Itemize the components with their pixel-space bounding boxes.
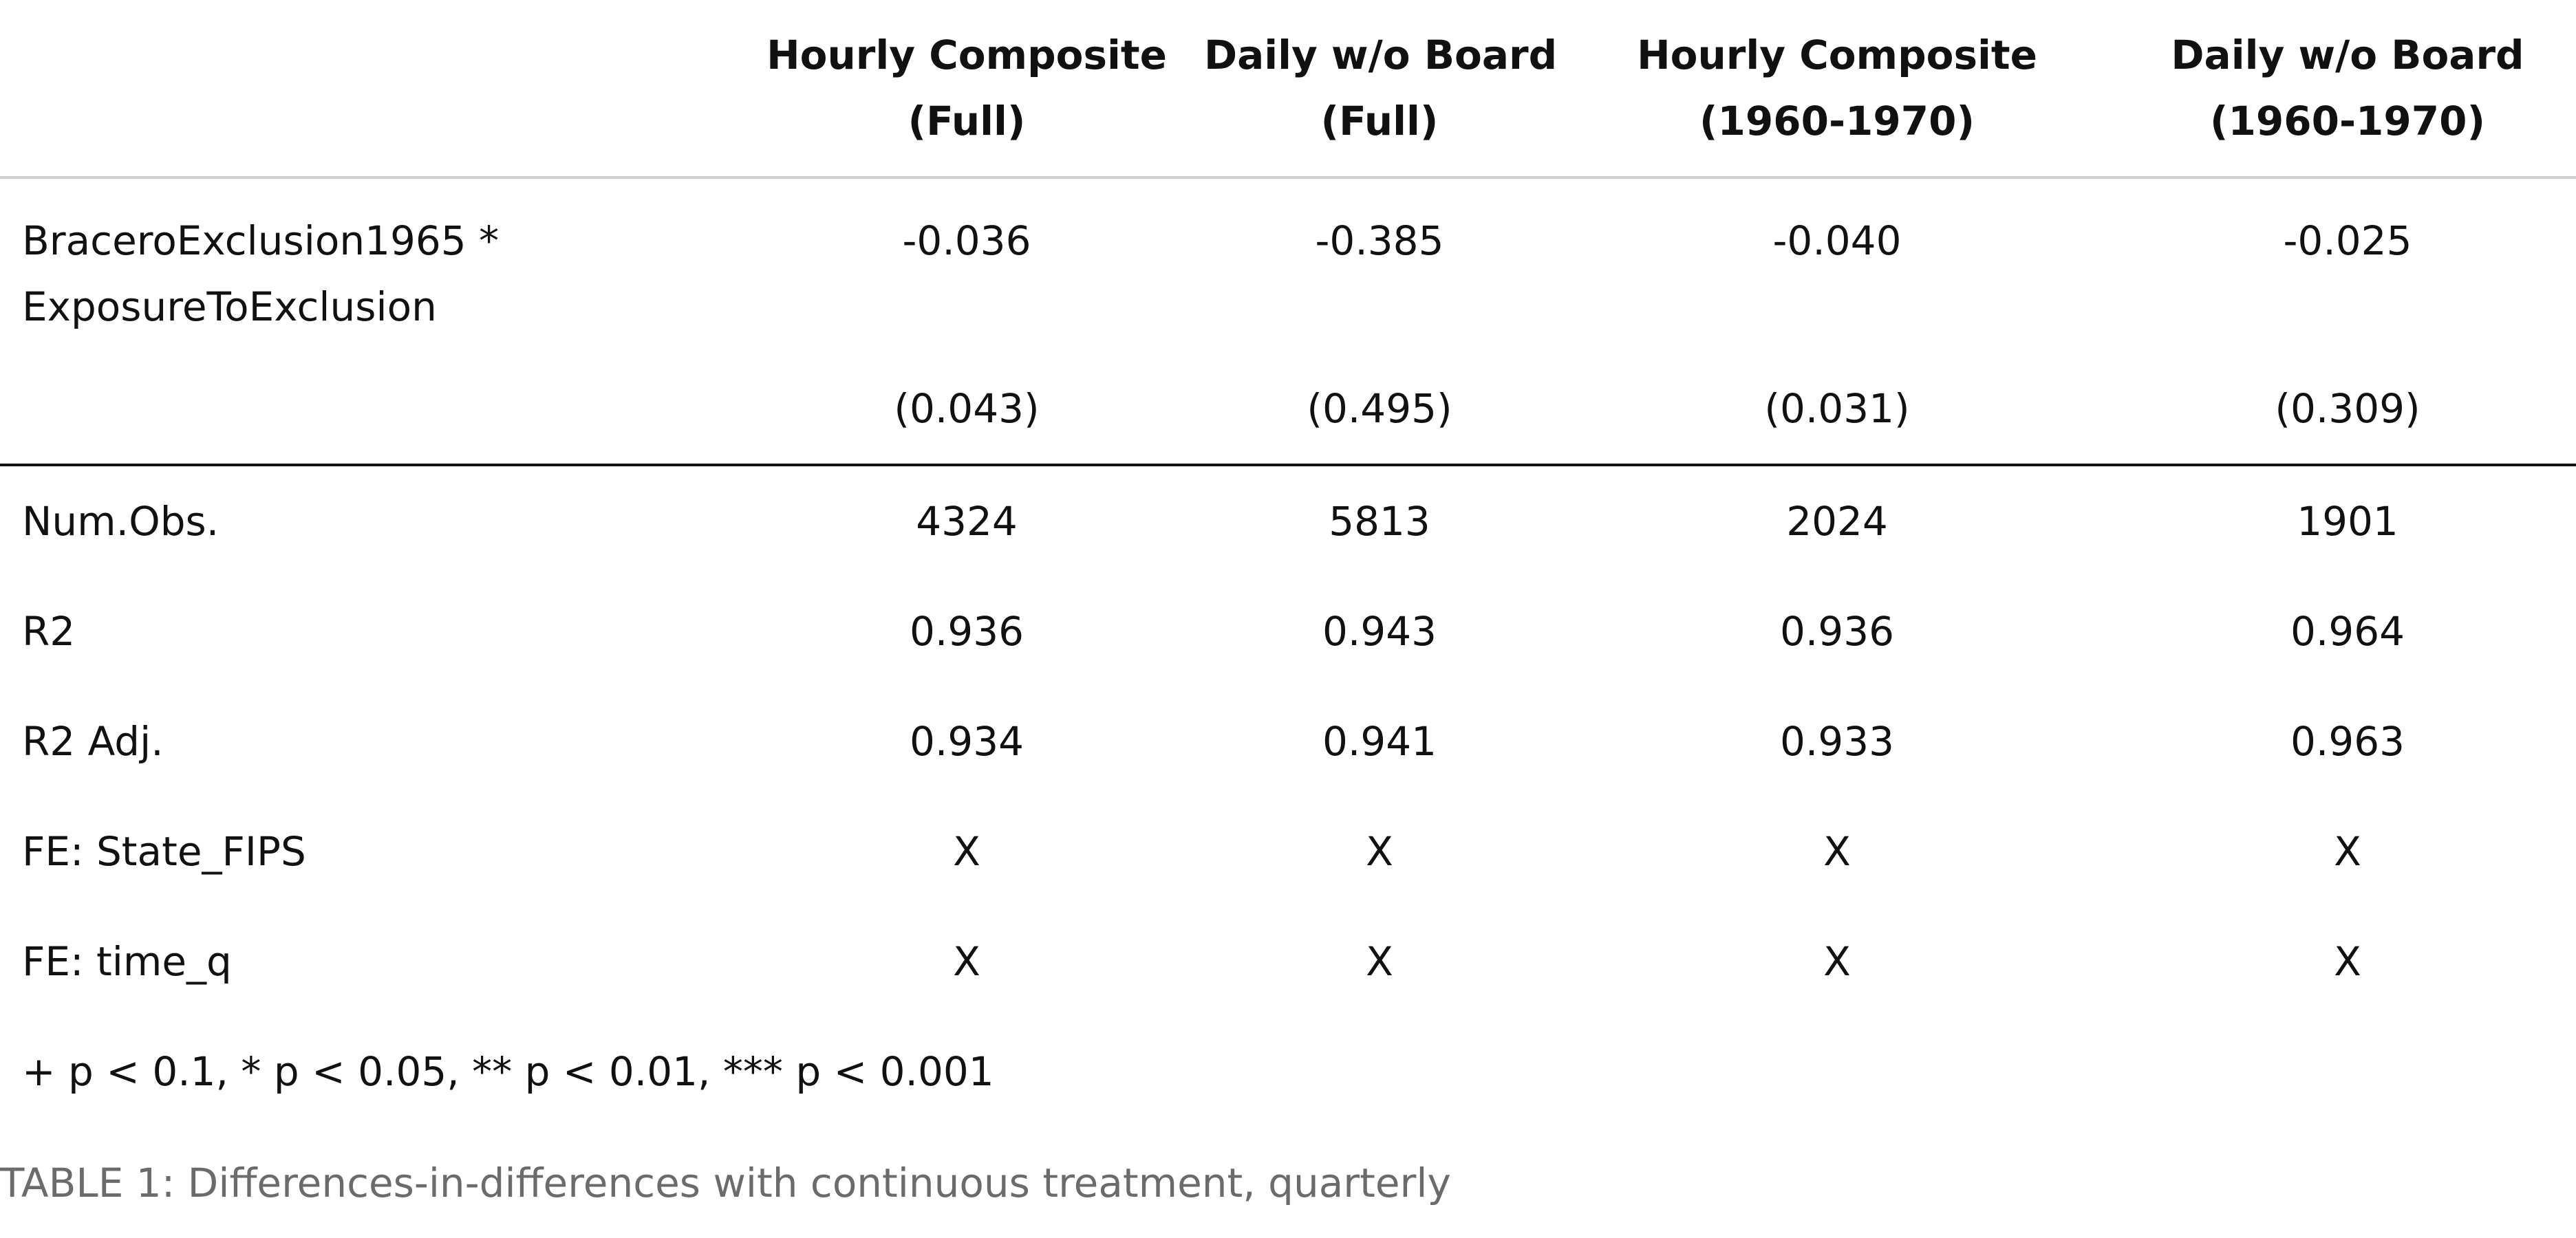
coefficient-estimate: -0.385	[1315, 217, 1444, 264]
header-cell-empty	[0, 0, 729, 179]
stat-label: FE: time_q	[22, 938, 232, 985]
coefficient-estimate: -0.040	[1772, 217, 1902, 264]
header-title: Daily w/o Board	[1204, 32, 1558, 78]
stat-label: Num.Obs.	[22, 498, 219, 545]
header-cell-model-1: Hourly Composite (Full)	[729, 0, 1204, 179]
coefficient-label-line-2: ExposureToExclusion	[22, 283, 437, 330]
table-body: BraceroExclusion1965 * ExposureToExclusi…	[0, 177, 2576, 1127]
table-caption: TABLE 1: Differences-in-differences with…	[0, 1160, 1451, 1206]
stat-value: X	[2334, 938, 2361, 985]
std-error-value: (0.495)	[1204, 354, 1555, 466]
significance-note: + p < 0.1, * p < 0.05, ** p < 0.01, *** …	[22, 1048, 994, 1095]
stat-row-fe-time: FE: time_q X X X X	[0, 906, 2576, 1017]
stat-value: 0.941	[1322, 718, 1437, 765]
stat-row-r2: R2 0.936 0.943 0.936 0.964	[0, 576, 2576, 686]
coefficient-label: BraceroExclusion1965 * ExposureToExclusi…	[0, 177, 729, 354]
stat-value: X	[2334, 828, 2361, 875]
stat-value: X	[1823, 828, 1851, 875]
stat-value: 0.936	[1779, 608, 1895, 655]
table-header: Hourly Composite (Full) Daily w/o Board …	[0, 0, 2576, 179]
header-sample: (1960-1970)	[1699, 98, 1975, 144]
stat-value: 0.933	[1779, 718, 1895, 765]
significance-note-row: + p < 0.1, * p < 0.05, ** p < 0.01, *** …	[0, 1017, 2576, 1127]
stat-value: 0.936	[909, 608, 1024, 655]
stat-value: 2024	[1786, 498, 1888, 545]
stat-value: X	[953, 938, 980, 985]
stat-value: X	[1366, 938, 1393, 985]
stat-row-fe-state: FE: State_FIPS X X X X	[0, 796, 2576, 906]
stat-value: X	[1823, 938, 1851, 985]
std-error-value: (0.309)	[2119, 354, 2576, 466]
std-error-label	[0, 354, 729, 466]
std-error-row: (0.043) (0.495) (0.031) (0.309)	[0, 354, 2576, 466]
stat-row-r2-adj: R2 Adj. 0.934 0.941 0.933 0.963	[0, 686, 2576, 796]
header-cell-model-2: Daily w/o Board (Full)	[1204, 0, 1558, 179]
stat-value: 1901	[2297, 498, 2398, 545]
coefficient-estimate: -0.025	[2283, 217, 2412, 264]
header-title: Hourly Composite	[1637, 32, 2037, 78]
stat-value: 4324	[916, 498, 1018, 545]
coefficient-label-line-1: BraceroExclusion1965 *	[22, 217, 500, 264]
stat-row-num-obs: Num.Obs. 4324 5813 2024 1901	[0, 465, 2576, 576]
header-cell-model-4: Daily w/o Board (1960-1970)	[2119, 0, 2576, 179]
stat-value: 0.964	[2290, 608, 2405, 655]
stat-value: 0.943	[1322, 608, 1437, 655]
std-error-value: (0.043)	[729, 354, 1204, 466]
stat-value: X	[953, 828, 980, 875]
stat-value: 0.934	[909, 718, 1024, 765]
stat-value: 0.963	[2290, 718, 2405, 765]
header-title: Hourly Composite	[766, 32, 1167, 78]
stat-label: R2 Adj.	[22, 718, 164, 765]
header-sample: (1960-1970)	[2210, 98, 2485, 144]
header-row: Hourly Composite (Full) Daily w/o Board …	[0, 0, 2576, 179]
stat-label: R2	[22, 608, 76, 655]
regression-table: Hourly Composite (Full) Daily w/o Board …	[0, 0, 2576, 1127]
stat-value: X	[1366, 828, 1393, 875]
coefficient-estimate: -0.036	[902, 217, 1031, 264]
stat-label: FE: State_FIPS	[22, 828, 306, 875]
std-error-value: (0.031)	[1555, 354, 2119, 466]
header-sample: (Full)	[908, 98, 1026, 144]
header-title: Daily w/o Board	[2171, 32, 2524, 78]
coefficient-row: BraceroExclusion1965 * ExposureToExclusi…	[0, 177, 2576, 354]
stat-value: 5813	[1329, 498, 1430, 545]
header-cell-model-3: Hourly Composite (1960-1970)	[1555, 0, 2119, 179]
header-sample: (Full)	[1320, 98, 1439, 144]
